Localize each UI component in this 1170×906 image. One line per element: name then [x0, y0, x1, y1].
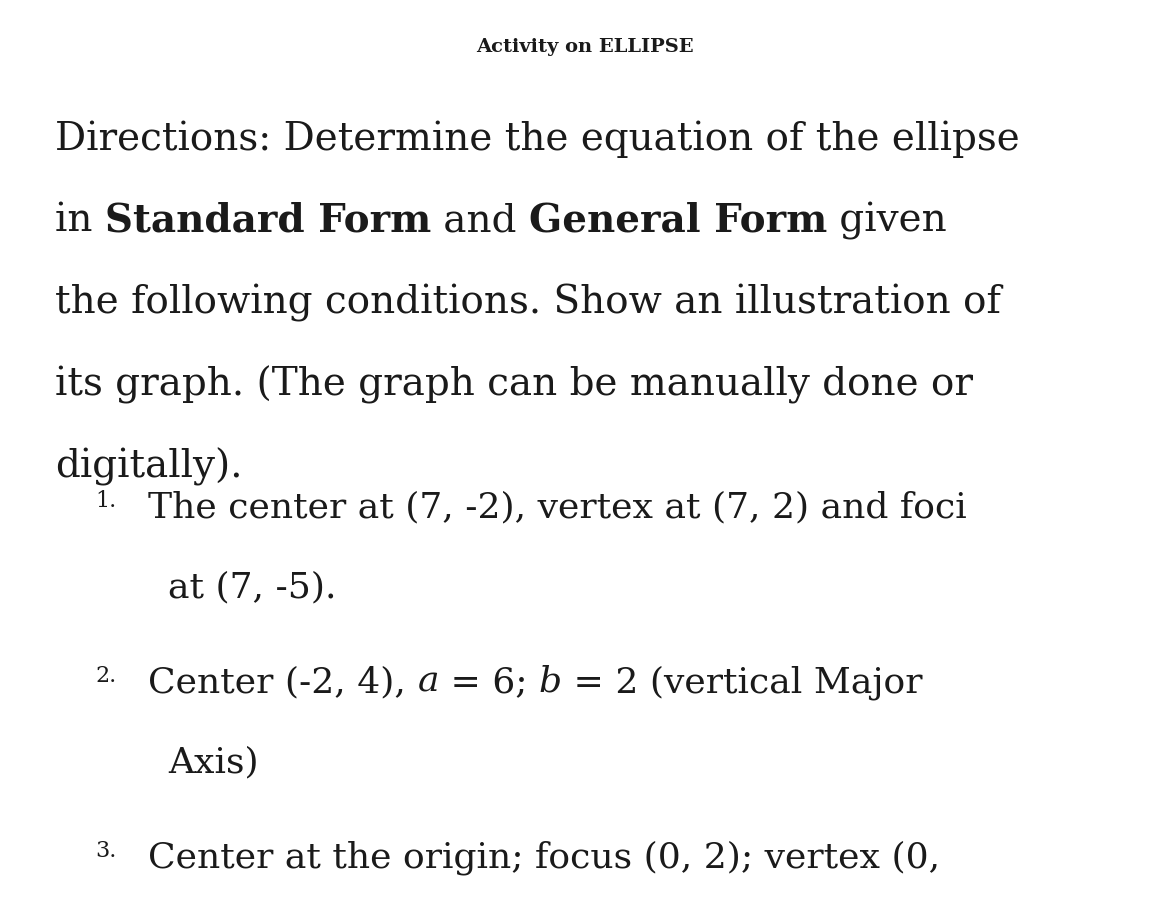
Text: the following conditions. Show an illustration of: the following conditions. Show an illust… — [55, 284, 1000, 322]
Text: at (7, -5).: at (7, -5). — [168, 570, 337, 604]
Text: given: given — [827, 202, 947, 240]
Text: Center at the origin; focus (0, 2); vertex (0,: Center at the origin; focus (0, 2); vert… — [147, 840, 941, 874]
Text: 3.: 3. — [95, 840, 116, 862]
Text: = 6;: = 6; — [439, 665, 539, 699]
Text: in: in — [55, 202, 105, 239]
Text: 2.: 2. — [95, 665, 116, 687]
Text: digitally).: digitally). — [55, 448, 242, 487]
Text: Activity on ELLIPSE: Activity on ELLIPSE — [476, 38, 694, 56]
Text: The center at (7, -2), vertex at (7, 2) and foci: The center at (7, -2), vertex at (7, 2) … — [147, 490, 966, 524]
Text: Axis): Axis) — [168, 745, 259, 779]
Text: General Form: General Form — [529, 202, 827, 240]
Text: = 2 (vertical Major: = 2 (vertical Major — [562, 665, 922, 699]
Text: a: a — [418, 665, 439, 699]
Text: and: and — [431, 202, 529, 239]
Text: Directions: Determine the equation of the ellipse: Directions: Determine the equation of th… — [55, 120, 1020, 158]
Text: b: b — [539, 665, 562, 699]
Text: Standard Form: Standard Form — [105, 202, 431, 240]
Text: its graph. (The graph can be manually done or: its graph. (The graph can be manually do… — [55, 366, 973, 404]
Text: Center (-2, 4),: Center (-2, 4), — [147, 665, 418, 699]
Text: 1.: 1. — [95, 490, 116, 512]
